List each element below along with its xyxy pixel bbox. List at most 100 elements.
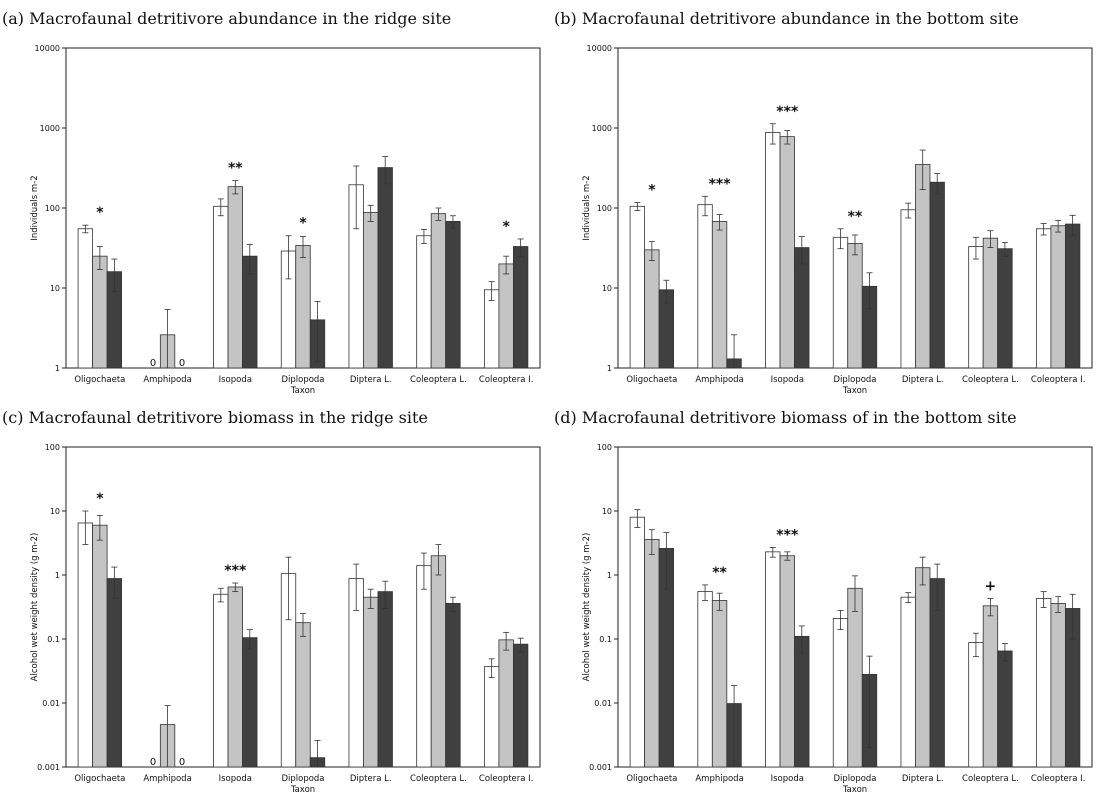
y-tick-label: 10000 — [35, 44, 60, 53]
bar — [377, 167, 393, 369]
category-label: Oligochaeta — [626, 375, 677, 385]
significance-label: *** — [709, 176, 732, 192]
y-tick-label: 0.001 — [589, 763, 612, 772]
bar — [227, 586, 243, 768]
category-label: Diplopoda — [833, 774, 876, 784]
bar — [213, 593, 229, 768]
category-label: Diptera L. — [902, 774, 944, 784]
bar — [968, 642, 984, 768]
significance-label: *** — [776, 104, 799, 120]
bar — [483, 666, 500, 768]
y-tick-label: 1 — [55, 364, 60, 373]
chart-title: (c) Macrofaunal detritivore biomass in t… — [2, 408, 428, 427]
category-label: Diptera L. — [350, 375, 392, 385]
category-label: Coleoptera L. — [962, 774, 1019, 784]
category-label: Amphipoda — [143, 375, 191, 385]
significance-label: * — [502, 219, 510, 235]
significance-label: ** — [712, 565, 727, 581]
bar — [1064, 223, 1081, 369]
significance-label: *** — [776, 527, 799, 543]
significance-label: ** — [848, 209, 863, 225]
significance-label: * — [96, 205, 104, 221]
panel-a-abundance-ridge: (a) Macrofaunal detritivore abundance in… — [0, 0, 552, 399]
y-tick-label: 100 — [597, 204, 612, 213]
bar — [900, 209, 916, 369]
bar — [794, 635, 810, 768]
bar — [416, 235, 432, 369]
bar — [227, 186, 243, 369]
bar — [779, 136, 795, 369]
bar — [982, 605, 999, 768]
category-label: Coleoptera I. — [1031, 774, 1086, 784]
bar — [915, 164, 931, 369]
significance-label: * — [299, 216, 307, 232]
zero-value-label: 0 — [150, 358, 156, 369]
category-label: Isopoda — [219, 375, 252, 385]
bar — [697, 204, 713, 369]
y-axis-title: Individuals m-2 — [30, 175, 40, 240]
bar — [295, 622, 311, 768]
significance-label: + — [985, 578, 997, 594]
chart-title: (a) Macrofaunal detritivore abundance in… — [2, 9, 452, 28]
y-tick-label: 0.001 — [37, 763, 60, 772]
bar — [498, 639, 514, 768]
bar — [106, 578, 123, 768]
bar — [512, 246, 529, 369]
bar — [483, 289, 500, 369]
category-label: Amphipoda — [695, 774, 743, 784]
x-axis-title: Taxon — [842, 785, 867, 795]
category-label: Isopoda — [771, 375, 804, 385]
bar — [92, 524, 108, 768]
bar — [377, 591, 393, 768]
panel-c-biomass-ridge: (c) Macrofaunal detritivore biomass in t… — [0, 399, 552, 798]
y-tick-label: 10 — [602, 284, 612, 293]
bar — [1035, 598, 1052, 768]
panel-d-biomass-bottom: (d) Macrofaunal detritivore biomass of i… — [552, 399, 1104, 798]
chart-svg: 1 10 100 1000 10000 Taxon Individuals m-2 Oligo… — [30, 44, 541, 396]
category-label: Isopoda — [219, 774, 252, 784]
bar — [416, 565, 432, 768]
x-axis-title: Taxon — [290, 785, 315, 795]
zero-value-label: 0 — [179, 757, 185, 768]
bar — [295, 245, 311, 369]
y-tick-label: 1 — [607, 571, 612, 580]
chart-title: (d) Macrofaunal detritivore biomass of i… — [554, 408, 1017, 427]
category-label: Amphipoda — [695, 375, 743, 385]
bar — [77, 228, 94, 369]
y-axis-title: Alcohol wet weight density (g m-2) — [30, 533, 40, 682]
y-tick-label: 0.1 — [599, 635, 612, 644]
x-axis-title: Taxon — [842, 386, 867, 396]
y-tick-label: 10 — [602, 507, 612, 516]
bar — [982, 237, 999, 369]
bar — [968, 246, 984, 369]
chart-title: (b) Macrofaunal detritivore abundance in… — [554, 9, 1019, 28]
y-tick-label: 100 — [597, 443, 612, 452]
bar — [644, 249, 660, 369]
y-tick-label: 0.01 — [42, 699, 60, 708]
category-label: Diptera L. — [902, 375, 944, 385]
bar — [512, 643, 529, 768]
bar — [915, 567, 931, 768]
significance-label: *** — [224, 563, 247, 579]
bar — [997, 650, 1013, 768]
y-tick-label: 10 — [50, 284, 60, 293]
bar — [1035, 228, 1052, 369]
category-label: Coleoptera I. — [1031, 375, 1086, 385]
y-tick-label: 1 — [607, 364, 612, 373]
y-axis-title: Individuals m-2 — [582, 175, 592, 240]
category-label: Diplopoda — [833, 375, 876, 385]
bar — [697, 591, 713, 768]
category-label: Diplopoda — [281, 774, 324, 784]
bar — [363, 596, 379, 768]
category-label: Coleoptera I. — [479, 774, 534, 784]
significance-label: * — [96, 491, 104, 507]
category-label: Oligochaeta — [74, 774, 125, 784]
y-tick-label: 1000 — [40, 124, 60, 133]
category-label: Amphipoda — [143, 774, 191, 784]
bar — [213, 205, 229, 369]
bar — [711, 220, 728, 369]
panel-b-abundance-bottom: (b) Macrofaunal detritivore abundance in… — [552, 0, 1104, 399]
bar — [929, 181, 945, 369]
bar — [765, 132, 781, 369]
significance-label: * — [648, 183, 656, 199]
